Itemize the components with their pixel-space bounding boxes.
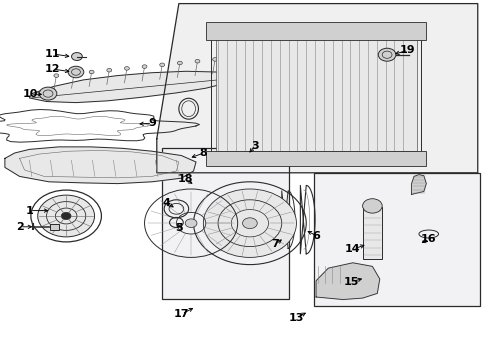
Circle shape <box>54 74 59 77</box>
Circle shape <box>68 66 84 78</box>
Circle shape <box>38 195 95 237</box>
Text: 8: 8 <box>199 148 207 158</box>
Text: 10: 10 <box>23 89 38 99</box>
Circle shape <box>363 199 382 213</box>
Circle shape <box>213 58 218 61</box>
Bar <box>206 22 426 40</box>
Bar <box>162 148 289 299</box>
Circle shape <box>195 59 200 63</box>
Circle shape <box>177 61 182 65</box>
Circle shape <box>160 63 165 67</box>
Polygon shape <box>5 147 196 184</box>
Polygon shape <box>29 71 235 103</box>
Text: 19: 19 <box>400 45 416 55</box>
Text: 12: 12 <box>45 64 61 74</box>
Text: 11: 11 <box>45 49 61 59</box>
Text: 7: 7 <box>271 239 279 249</box>
Text: 15: 15 <box>344 276 360 287</box>
Text: 4: 4 <box>163 198 171 208</box>
Circle shape <box>203 189 296 257</box>
Text: 6: 6 <box>312 231 320 241</box>
Text: 3: 3 <box>251 141 259 151</box>
Text: 13: 13 <box>289 312 304 323</box>
Circle shape <box>39 87 57 100</box>
Bar <box>314 173 480 306</box>
Circle shape <box>72 72 76 76</box>
Circle shape <box>243 218 257 229</box>
Bar <box>50 224 59 230</box>
Circle shape <box>185 219 197 228</box>
Polygon shape <box>316 263 380 300</box>
Text: 5: 5 <box>175 222 183 233</box>
Text: 2: 2 <box>16 222 24 232</box>
Bar <box>206 151 426 166</box>
Bar <box>363 207 382 259</box>
Text: 16: 16 <box>421 234 437 244</box>
Circle shape <box>124 67 129 70</box>
Bar <box>211 25 421 155</box>
Circle shape <box>72 53 82 60</box>
Circle shape <box>89 70 94 74</box>
Text: 18: 18 <box>177 174 193 184</box>
Text: 14: 14 <box>345 244 361 254</box>
Circle shape <box>107 68 112 72</box>
Text: 1: 1 <box>25 206 33 216</box>
Polygon shape <box>412 175 426 194</box>
Circle shape <box>61 212 71 220</box>
Polygon shape <box>157 4 478 173</box>
Circle shape <box>142 65 147 68</box>
Text: 17: 17 <box>173 309 189 319</box>
Text: 9: 9 <box>148 118 156 128</box>
Bar <box>216 29 416 151</box>
Circle shape <box>378 48 396 61</box>
